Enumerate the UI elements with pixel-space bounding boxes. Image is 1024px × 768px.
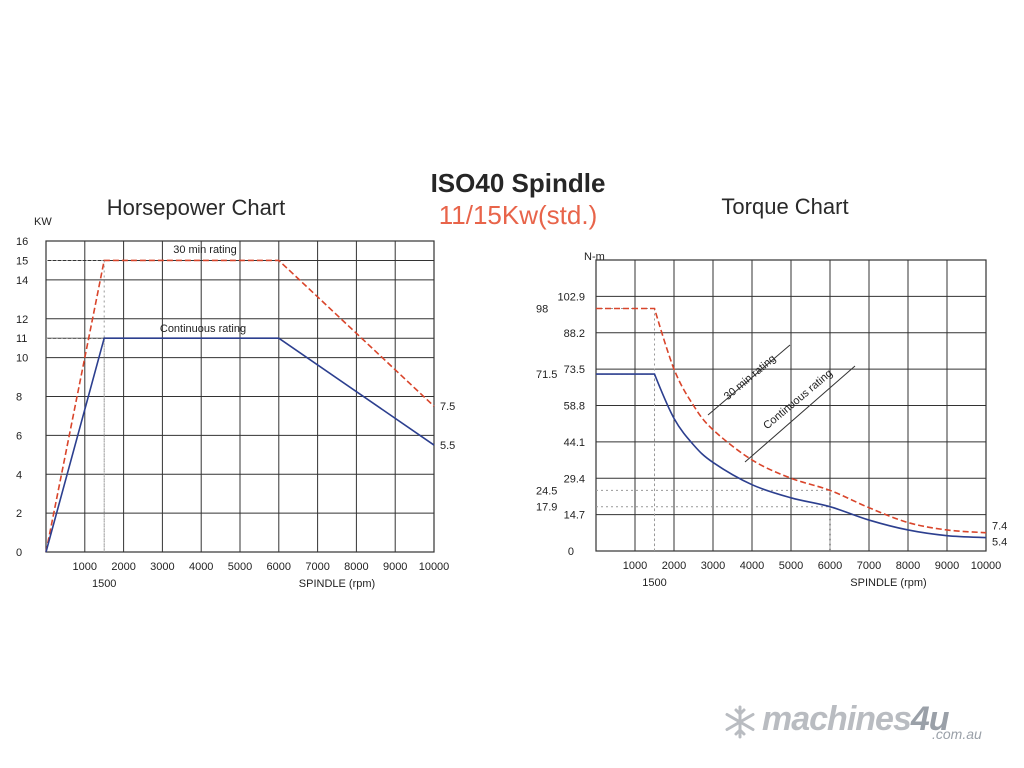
y-tick-label: 4 [16, 469, 22, 481]
y-tick-label: 11 [16, 333, 27, 345]
y-tick-label: 2 [16, 508, 22, 520]
series-line-continuous-rating [596, 373, 987, 539]
annotation-leader-line [744, 365, 856, 463]
x-tick-label: 6000 [267, 561, 291, 573]
y-side-tick-label: 98 [536, 304, 548, 316]
x-tick-label: 10000 [971, 560, 1002, 572]
y-tick-label: 0 [16, 547, 22, 559]
x-tick-label: 3000 [701, 560, 725, 572]
x-tick-label: 1000 [73, 561, 97, 573]
y-tick-label: 29.4 [564, 473, 585, 485]
y-tick-label: 58.8 [564, 401, 585, 413]
series-line-30-min-rating [45, 259, 435, 553]
grid-lines [46, 240, 435, 553]
chart-title: Horsepower Chart [107, 195, 286, 220]
y-tick-label: 0 [568, 546, 574, 558]
chart-title: Torque Chart [721, 194, 848, 219]
x-tick-label: 7000 [305, 561, 329, 573]
x-tick-label: 2000 [111, 561, 135, 573]
plot-frame [45, 240, 435, 553]
y-unit-label: KW [34, 216, 52, 228]
brand-name: machines4u [762, 700, 950, 738]
series-line-continuous-rating [45, 337, 435, 553]
y-tick-label: 14.7 [564, 510, 585, 522]
y-side-tick-label: 17.9 [536, 502, 557, 514]
y-tick-label: 15 [16, 255, 28, 267]
x-extra-tick-label: 1500 [642, 577, 666, 589]
x-extra-tick-label: 1500 [92, 578, 116, 590]
y-tick-label: 88.2 [564, 328, 585, 340]
x-tick-label: 1000 [623, 560, 647, 572]
series-end-label: 7.4 [992, 521, 1007, 533]
y-tick-label: 10 [16, 353, 28, 365]
x-tick-label: 3000 [150, 561, 174, 573]
y-unit-label: N-m [584, 251, 605, 263]
x-tick-label: 7000 [857, 560, 881, 572]
series-annotation: Continuous rating [160, 323, 246, 335]
x-tick-label: 8000 [896, 560, 920, 572]
y-tick-label: 73.5 [564, 364, 585, 376]
y-side-tick-label: 24.5 [536, 485, 557, 497]
series-line-30-min-rating [596, 307, 987, 534]
y-tick-label: 8 [16, 392, 22, 404]
y-tick-label: 44.1 [564, 437, 585, 449]
x-tick-label: 2000 [662, 560, 686, 572]
x-tick-label: 9000 [383, 561, 407, 573]
series-end-label: 5.4 [992, 537, 1007, 549]
annotation-leader-line [707, 344, 791, 416]
x-tick-label: 9000 [935, 560, 959, 572]
x-tick-label: 10000 [419, 561, 450, 573]
x-tick-label: 4000 [740, 560, 764, 572]
snowflake-icon [725, 705, 755, 739]
y-tick-label: 6 [16, 430, 22, 442]
x-tick-label: 4000 [189, 561, 213, 573]
series-annotation: 30 min rating [173, 244, 237, 256]
y-tick-label: 16 [16, 236, 28, 248]
x-axis-label: SPINDLE (rpm) [299, 578, 375, 590]
x-tick-label: 5000 [228, 561, 252, 573]
y-tick-label: 12 [16, 314, 28, 326]
plot-frame [595, 259, 987, 552]
page-subtitle: 11/15Kw(std.) [438, 200, 598, 230]
y-tick-label: 14 [16, 275, 28, 287]
brand-logo: machines4u .com.au [722, 700, 1002, 748]
series-end-label: 5.5 [440, 440, 455, 452]
x-tick-label: 8000 [344, 561, 368, 573]
series-annotation: 30 min rating [722, 353, 778, 403]
x-tick-label: 6000 [818, 560, 842, 572]
y-side-tick-label: 71.5 [536, 369, 557, 381]
series-annotation: Continuous rating [761, 367, 835, 432]
series-end-label: 7.5 [440, 401, 455, 413]
x-tick-label: 5000 [779, 560, 803, 572]
brand-domain: .com.au [932, 726, 982, 742]
y-tick-label: 102.9 [557, 291, 585, 303]
page-title: ISO40 Spindle [430, 168, 606, 198]
x-axis-label: SPINDLE (rpm) [850, 577, 926, 589]
